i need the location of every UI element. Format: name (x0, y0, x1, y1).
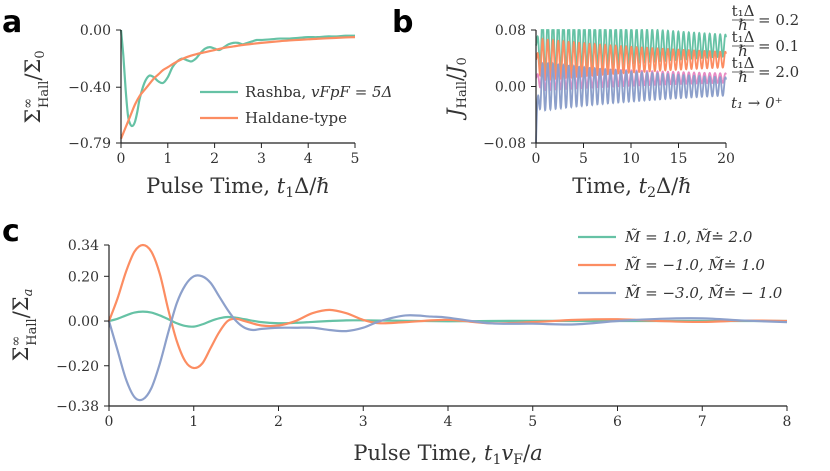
y-tick-label: 0.34 (68, 238, 99, 254)
panel-b-legend: t₁Δ ℏ = 0.2 t₁Δ ℏ = 0.1 t₁Δ ℏ = 2.0 t₁ →… (731, 2, 799, 112)
x-tick-label: 4 (444, 414, 453, 430)
x-tick-label: 20 (717, 151, 735, 167)
legend-label-c-0: M̃ = 1.0, M̃≐ 2.0 (624, 228, 753, 246)
legend-label-b-2: = 2.0 (758, 63, 799, 81)
legend-frac-num: t₁Δ (732, 54, 755, 72)
panel-b-y-ticks: 0.08 0.00 −0.08 (483, 23, 536, 152)
y-tick-label: −0.79 (68, 136, 111, 152)
panel-letter-c: c (2, 214, 20, 249)
legend-label-b-3: t₁ → 0⁺ (731, 94, 783, 112)
legend-entry-b-2: t₁Δ ℏ = 2.0 (732, 54, 800, 86)
panel-c: 0 1 2 3 4 5 6 7 8 0.34 0.20 0.00 −0.20 −0.38 Pulse T… (9, 228, 791, 468)
panel-c-legend: M̃ = 1.0, M̃≐ 2.0 M̃ = −1.0, M̃≐ 1.0 M̃ … (578, 228, 783, 302)
panel-b-series (535, 28, 727, 144)
legend-frac-den: ℏ (738, 68, 748, 86)
legend-label-rashba: Rashba, vFpF = 5Δ (245, 83, 392, 101)
x-tick-label: 0 (532, 151, 541, 167)
panel-a-x-label: Pulse Time, t1Δ/ℏ (146, 174, 330, 201)
x-tick-label: 3 (257, 151, 266, 167)
panel-c-x-label: Pulse Time, t1vF/a (353, 441, 542, 468)
x-tick-label: 5 (528, 414, 537, 430)
x-tick-label: 2 (210, 151, 219, 167)
panel-letter-b: b (392, 5, 413, 40)
y-tick-label: 0.20 (68, 269, 99, 285)
series-line-b-0 (535, 28, 727, 76)
series-line-c-1 (107, 243, 788, 370)
y-tick-label: −0.08 (483, 136, 526, 152)
x-tick-label: 10 (622, 151, 640, 167)
panel-a-series (119, 29, 356, 140)
y-tick-label: 0.08 (495, 23, 526, 39)
panel-b-x-label: Time, t2Δ/ℏ (572, 174, 692, 201)
panel-a-legend: Rashba, vFpF = 5Δ Haldane-type (200, 83, 392, 127)
y-tick-label: 0.00 (495, 80, 526, 96)
series-line-a-0 (119, 29, 356, 128)
legend-frac-num: t₁Δ (732, 2, 755, 20)
panel-a-y-label: Σ∞Hall/Σ0 (21, 50, 52, 123)
y-tick-label: −0.38 (56, 399, 99, 415)
panel-a-x-ticks: 0 1 2 3 4 5 (117, 143, 360, 167)
series-line-a-1 (119, 36, 356, 140)
legend-frac-num: t₁Δ (732, 28, 755, 46)
y-tick-label: 0.00 (68, 314, 99, 330)
x-tick-label: 0 (105, 414, 114, 430)
panel-b: 0 5 10 15 20 0.08 0.00 −0.08 Time, t2Δ/ℏ JHall… (443, 2, 799, 201)
x-tick-label: 6 (613, 414, 622, 430)
y-tick-label: −0.20 (56, 359, 99, 375)
panel-c-series (107, 243, 788, 402)
x-tick-label: 8 (783, 414, 792, 430)
panel-a-y-ticks: 0.00 −0.40 −0.79 (68, 23, 121, 152)
x-tick-label: 1 (189, 414, 198, 430)
panel-b-x-ticks: 0 5 10 15 20 (532, 143, 735, 167)
legend-frac-den: ℏ (738, 16, 748, 34)
legend-entry-b-1: t₁Δ ℏ = 0.1 (732, 28, 800, 60)
legend-label-b-0: = 0.2 (758, 11, 799, 29)
legend-label-b-1: = 0.1 (758, 37, 799, 55)
x-tick-label: 5 (351, 151, 360, 167)
x-tick-label: 5 (579, 151, 588, 167)
x-tick-label: 7 (698, 414, 707, 430)
panel-c-y-ticks: 0.34 0.20 0.00 −0.20 −0.38 (56, 238, 109, 415)
x-tick-label: 0 (117, 151, 126, 167)
x-tick-label: 4 (304, 151, 313, 167)
panel-c-y-label: Σ∞Hall/Σa (9, 289, 40, 362)
series-line-b-1 (535, 37, 727, 82)
y-tick-label: 0.00 (80, 23, 111, 39)
legend-entry-b-0: t₁Δ ℏ = 0.2 (732, 2, 800, 34)
x-tick-label: 2 (274, 414, 283, 430)
series-line-b-3 (535, 61, 727, 144)
legend-label-c-2: M̃ = −3.0, M̃≐ − 1.0 (624, 284, 783, 302)
x-tick-label: 15 (670, 151, 688, 167)
x-tick-label: 1 (163, 151, 172, 167)
y-tick-label: −0.40 (68, 80, 111, 96)
series-line-c-2 (107, 274, 788, 402)
x-tick-label: 3 (359, 414, 368, 430)
legend-frac-den: ℏ (738, 42, 748, 60)
panel-c-x-ticks: 0 1 2 3 4 5 6 7 8 (105, 406, 792, 430)
legend-label-haldane: Haldane-type (245, 109, 347, 127)
legend-label-c-1: M̃ = −1.0, M̃≐ 1.0 (624, 256, 765, 274)
panel-letter-a: a (2, 5, 22, 40)
panel-b-y-label: JHall/J0 (443, 57, 470, 121)
